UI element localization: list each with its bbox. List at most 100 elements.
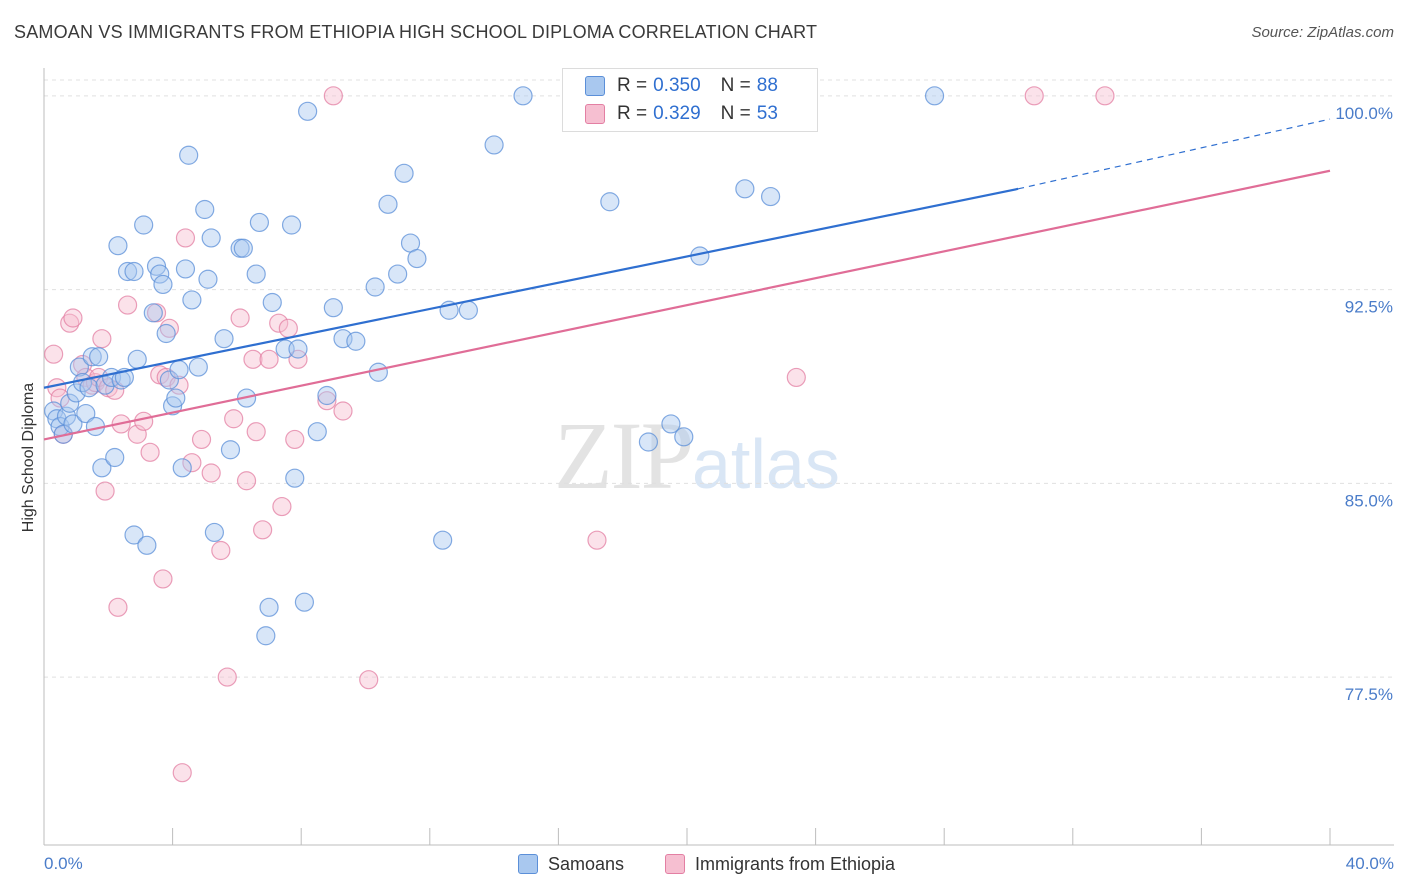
samoans-point [433,530,453,550]
legend-r-value: 0.350 [653,75,701,96]
samoans-point [82,347,102,367]
ethiopia-point [246,422,266,442]
ethiopia-point [224,409,244,429]
ethiopia-point [182,453,202,473]
samoans-point [638,432,659,452]
samoans-point [166,388,186,408]
samoans-point [169,360,189,380]
samoans-point [346,331,366,351]
samoans-point [388,264,408,284]
legend-swatch-samoans [585,76,605,96]
points-layer [44,86,1115,783]
samoans-point [281,215,302,235]
label-layer: 77.5% 85.0% 92.5% 100.0% 0.0% 40.0% High Schoo… [20,104,1394,873]
bottom-legend-swatch-ethiopia [665,854,685,874]
samoans-point [79,378,99,398]
samoans-point [153,274,173,295]
samoans-point [259,597,279,617]
samoans-point [69,357,89,377]
ethiopia-point [60,313,80,333]
samoans-point [159,370,179,390]
samoans-point [156,323,176,344]
ethiopia-point [108,597,128,617]
samoans-point [124,525,144,545]
ethiopia-point [191,429,212,450]
ethiopia-point [117,295,138,315]
legend-r-value: 0.329 [653,103,701,124]
bottom-legend-label-ethiopia: Immigrants from Ethiopia [695,853,896,874]
samoans-point [378,194,398,214]
samoans-point [172,458,192,478]
ethiopia-point [587,530,607,550]
samoans-point [600,192,620,212]
samoans-point [735,179,755,199]
ethiopia-point [243,349,263,369]
watermark: ZIPatlas [554,400,840,511]
ethiopia-point [217,667,237,687]
samoans-point [368,362,388,382]
legend-n-label: N = [720,103,751,124]
stats-legend: R = 0.350 N = 88 R = 0.329 N = 53 [562,68,818,132]
ethiopia-point [288,349,308,369]
ethiopia-point [153,569,173,589]
samoans-point [924,86,945,106]
legend-r-label: R = [617,75,648,96]
samoans-point [407,248,427,269]
ethiopia-point [140,442,160,462]
ethiopia-point [201,463,221,483]
legend-n-value: 53 [756,103,778,124]
x-tick-label: 40.0% [1346,854,1394,873]
samoans-point [146,256,167,276]
samoans-point [89,347,109,367]
watermark-atlas: atlas [692,425,840,503]
samoans-point [298,101,318,121]
ethiopia-point [230,308,250,328]
samoans-point [117,261,138,282]
legend-n-value: 88 [756,75,778,96]
y-tick-label: 85.0% [1345,491,1393,510]
legend-row-samoans: R = 0.350 N = 88 [585,73,778,99]
samoans-point [175,259,196,279]
ethiopia-point [95,481,115,501]
ethiopia-point [159,318,179,338]
ethiopia-point [359,670,379,690]
samoans-point [137,535,157,555]
ethiopia-point [278,318,298,338]
ethiopia-point [63,308,83,328]
samoans-point [105,447,125,468]
samoans-point [127,349,147,369]
samoans-point [150,264,170,284]
samoans-point [394,163,414,183]
ethiopia-point [285,429,305,450]
bottom-legend-ethiopia: Immigrants from Ethiopia [665,851,895,877]
ethiopia-trend-line [43,169,1331,441]
samoans-point [661,414,681,434]
samoans-point [182,290,202,310]
legend-row-ethiopia: R = 0.329 N = 53 [585,101,778,127]
samoans-trend-extension [1018,118,1331,190]
ethiopia-point [269,313,289,333]
y-tick-label: 92.5% [1345,298,1393,317]
samoans-point [124,261,144,282]
samoans-point [134,215,154,235]
samoans-point [60,393,80,413]
samoans-point [246,264,266,284]
chart-source: Source: ZipAtlas.com [1251,24,1394,41]
axis-layer [43,68,1394,846]
samoans-point [179,145,199,165]
samoans-point [249,212,270,233]
samoans-point [294,592,315,612]
samoans-point [163,396,183,416]
samoans-trend-line [43,187,1019,389]
watermark-zip: ZIP [554,402,694,509]
x-tick-label: 0.0% [44,854,83,873]
samoans-point [195,199,215,220]
trend-layer [43,118,1331,441]
ethiopia-point [786,367,806,388]
bottom-legend-swatch-samoans [518,854,538,874]
y-tick-label: 77.5% [1345,685,1393,704]
samoans-point [92,458,112,478]
samoans-point [285,468,305,488]
samoans-point [262,292,282,313]
